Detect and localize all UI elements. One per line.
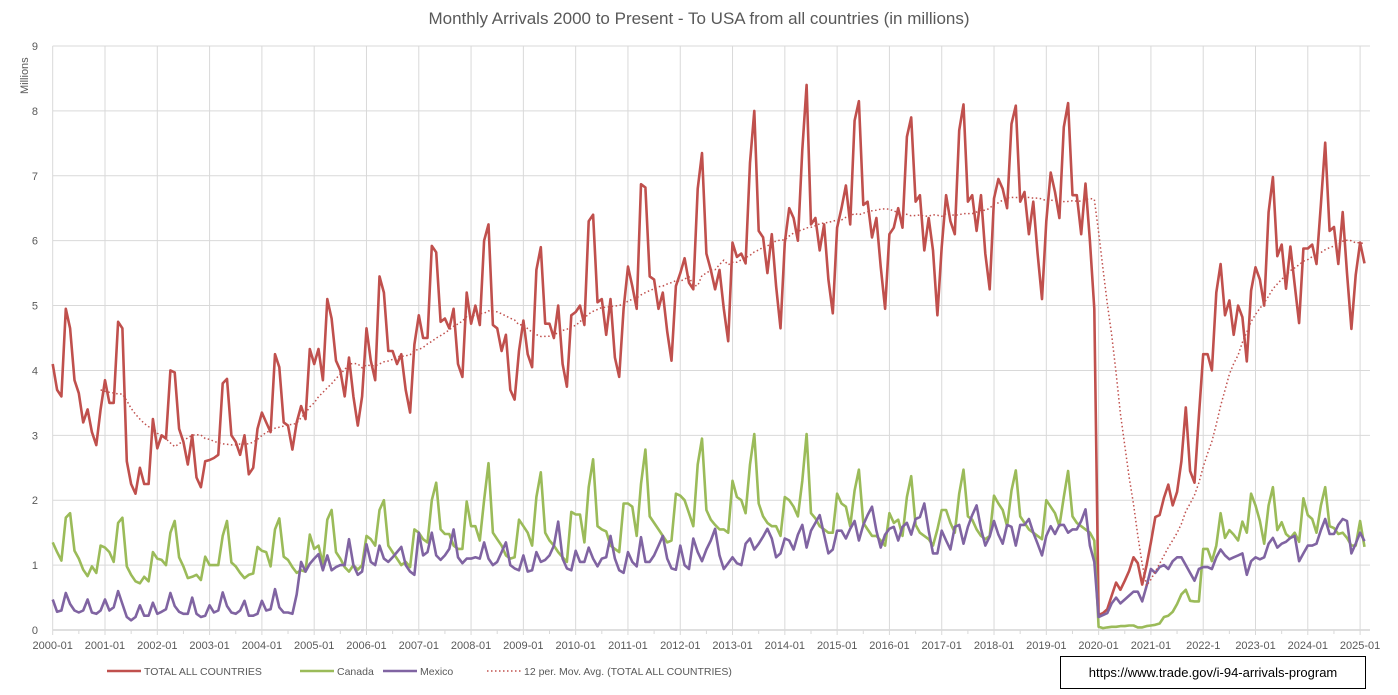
legend-label: Canada <box>337 666 374 678</box>
x-tick-label: 2007-01 <box>399 640 439 652</box>
y-tick-label: 8 <box>32 106 38 118</box>
x-tick-label: 2009-01 <box>503 640 543 652</box>
x-tick-label: 2013-01 <box>712 640 752 652</box>
legend-label: Mexico <box>420 666 453 678</box>
x-tick-label: 2019-01 <box>1026 640 1066 652</box>
x-tick-label: 2012-01 <box>660 640 700 652</box>
x-tick-label: 2022-1 <box>1186 640 1220 652</box>
x-tick-label: 2021-01 <box>1131 640 1171 652</box>
y-tick-label: 9 <box>32 41 38 53</box>
source-url-box: https://www.trade.gov/i-94-arrivals-prog… <box>1060 656 1366 689</box>
series-line-total-all-countries <box>51 83 1366 617</box>
x-tick-label: 2018-01 <box>974 640 1014 652</box>
series-line-mexico <box>51 502 1366 622</box>
y-tick-label: 3 <box>32 430 38 442</box>
x-tick-label: 2010-01 <box>555 640 595 652</box>
y-tick-label: 2 <box>32 495 38 507</box>
y-tick-label: 4 <box>32 365 38 377</box>
chart-title: Monthly Arrivals 2000 to Present - To US… <box>428 9 970 28</box>
x-tick-label: 2015-01 <box>817 640 857 652</box>
x-tick-label: 2024-01 <box>1288 640 1328 652</box>
x-tick-label: 2006-01 <box>346 640 386 652</box>
series-line-canada <box>51 432 1366 630</box>
x-tick-label: 2023-01 <box>1235 640 1275 652</box>
x-tick-label: 2000-01 <box>33 640 73 652</box>
legend-label: 12 per. Mov. Avg. (TOTAL ALL COUNTRIES) <box>524 666 732 678</box>
x-tick-label: 2008-01 <box>451 640 491 652</box>
x-tick-label: 2017-01 <box>922 640 962 652</box>
legend-label: TOTAL ALL COUNTRIES <box>144 666 262 678</box>
y-axis-label: Millions <box>19 57 31 94</box>
y-tick-label: 1 <box>32 560 38 572</box>
x-tick-label: 2005-01 <box>294 640 334 652</box>
x-tick-label: 2020-01 <box>1078 640 1118 652</box>
y-tick-label: 5 <box>32 301 38 313</box>
moving-average-trendline <box>100 196 1365 588</box>
x-tick-label: 2014-01 <box>765 640 805 652</box>
x-tick-label: 2016-01 <box>869 640 909 652</box>
y-tick-label: 6 <box>32 236 38 248</box>
y-tick-label: 0 <box>32 625 38 637</box>
x-tick-label: 2004-01 <box>242 640 282 652</box>
x-tick-label: 2011-01 <box>608 640 648 652</box>
y-tick-label: 7 <box>32 171 38 183</box>
x-tick-label: 2001-01 <box>85 640 125 652</box>
x-tick-label: 2002-01 <box>137 640 177 652</box>
x-tick-label: 2003-01 <box>189 640 229 652</box>
x-tick-label: 2025-01 <box>1340 640 1380 652</box>
